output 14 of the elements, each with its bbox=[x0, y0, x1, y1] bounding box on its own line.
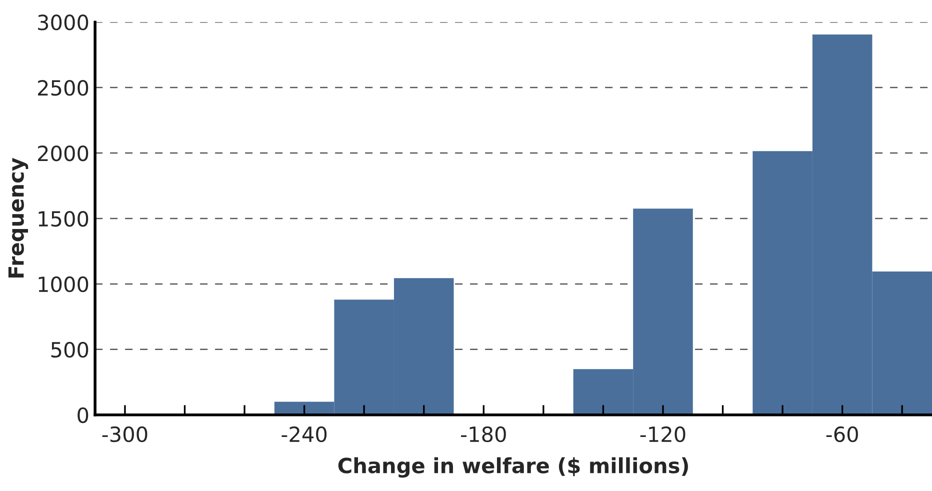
x-tick-label: -300 bbox=[102, 426, 148, 442]
y-tick-label: 2000 bbox=[38, 145, 88, 162]
x-tick-label: -60 bbox=[826, 426, 858, 442]
x-tick-label: -240 bbox=[282, 426, 327, 442]
y-tick-label: 0 bbox=[78, 407, 88, 424]
y-tick-label: 3000 bbox=[38, 14, 88, 30]
y-tick-label: 500 bbox=[51, 342, 88, 358]
x-axis-title: Change in welfare ($ millions) bbox=[338, 457, 688, 478]
x-tick-label: -180 bbox=[461, 426, 506, 442]
x-tick-label: -120 bbox=[640, 426, 686, 442]
y-tick-label: 1500 bbox=[38, 210, 88, 227]
y-tick-label: 1000 bbox=[38, 276, 88, 292]
y-axis-title: Frequency bbox=[8, 158, 28, 278]
y-tick-label: 2500 bbox=[38, 80, 88, 96]
